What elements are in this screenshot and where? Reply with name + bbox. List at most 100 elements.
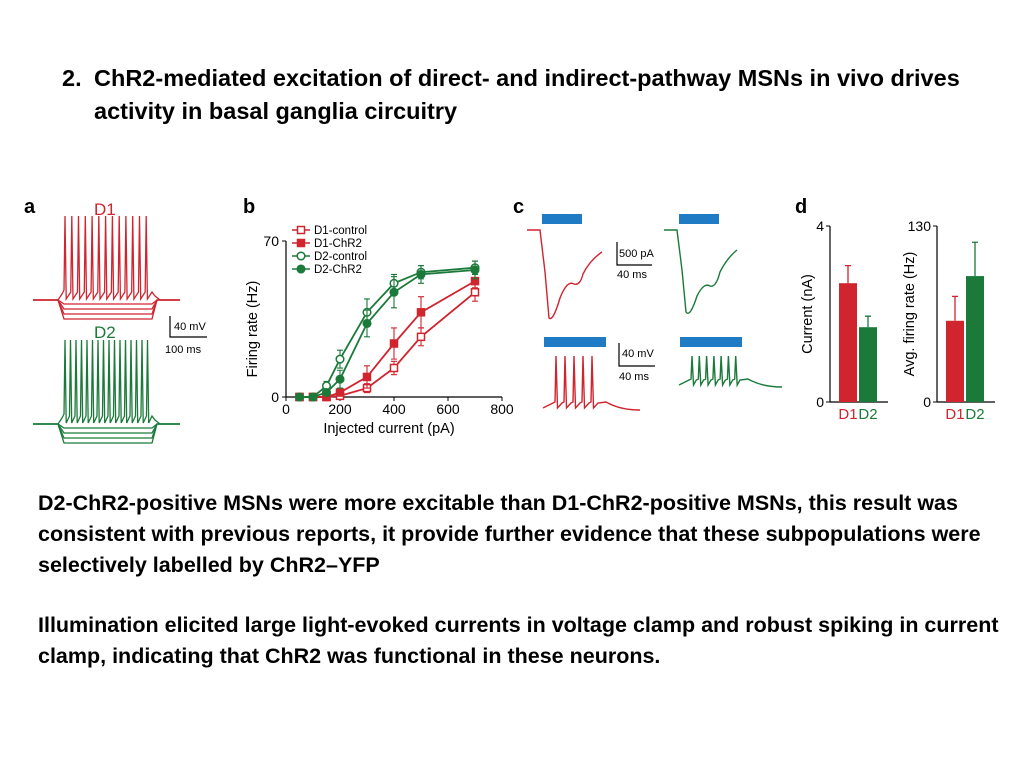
b-series-line xyxy=(299,269,476,398)
b-data-point xyxy=(335,388,345,397)
panel-a-scale-t: 100 ms xyxy=(165,344,202,356)
d-current-error-bar xyxy=(845,264,851,284)
panel-a-label-d2: D2 xyxy=(94,323,116,342)
b-legend-marker xyxy=(296,251,306,261)
d-firing-category-label: D1 xyxy=(945,406,964,423)
d-current-bar-d2 xyxy=(859,327,877,402)
b-legend-label: D2-control xyxy=(314,251,367,263)
panel-c-scale-bar-1 xyxy=(616,242,652,266)
b-x-axis-label: Injected current (pA) xyxy=(323,421,454,437)
panel-c: c 500 pA 40 ms 40 mV 40 ms xyxy=(513,196,783,411)
b-y-axis-label: Firing rate (Hz) xyxy=(245,281,261,378)
paragraph-illumination: Illumination elicited large light-evoked… xyxy=(38,613,999,668)
b-series-line xyxy=(299,280,476,398)
panel-c-scale-t1: 40 ms xyxy=(617,269,647,281)
d2-light-evoked-spikes xyxy=(678,355,783,388)
b-y-tick-label: 0 xyxy=(271,389,279,405)
d2-trace-spiking xyxy=(33,339,180,425)
d1-light-evoked-current xyxy=(527,229,603,320)
b-data-point xyxy=(362,372,372,382)
b-data-point xyxy=(321,387,332,398)
d2-light-evoked-current xyxy=(664,229,738,314)
panel-c-scale-v: 40 mV xyxy=(622,348,654,360)
d-firing-error-bar xyxy=(972,241,978,277)
d-current-bar-d1 xyxy=(839,283,857,402)
d-firing-error-bar xyxy=(952,295,958,321)
b-series-line xyxy=(299,266,476,398)
d-current-category-label: D1 xyxy=(838,406,857,423)
panel-c-scale-i: 500 pA xyxy=(619,248,655,260)
b-data-point xyxy=(362,318,372,329)
b-x-tick-label: 400 xyxy=(382,401,406,417)
d-current-y-tick-label: 4 xyxy=(816,218,824,234)
b-data-point xyxy=(470,265,480,275)
current-clamp-and-voltage-clamp-traces xyxy=(527,229,783,411)
panel-a-scale-v: 40 mV xyxy=(174,321,206,333)
light-pulse-d2-vc xyxy=(679,214,719,224)
b-data-point xyxy=(416,308,426,317)
d2-voltage-traces xyxy=(33,339,180,444)
b-x-tick-label: 600 xyxy=(436,401,460,417)
title-number: 2. xyxy=(62,65,82,91)
panel-c-scale-t2: 40 ms xyxy=(619,371,649,383)
d-current-y-axis-label: Current (nA) xyxy=(800,274,816,354)
d-firing-y-tick-label: 0 xyxy=(923,394,931,410)
b-x-tick-label: 200 xyxy=(328,401,352,417)
panel-b-letter: b xyxy=(243,196,255,218)
b-series-d2-control xyxy=(294,260,480,402)
d-firing-y-axis-label: Avg. firing rate (Hz) xyxy=(902,252,918,377)
panel-a-letter: a xyxy=(24,196,36,218)
b-data-point xyxy=(294,392,305,402)
b-data-point xyxy=(470,288,480,297)
b-data-point xyxy=(416,269,426,279)
b-legend-marker xyxy=(296,264,306,274)
d1-light-evoked-spikes xyxy=(542,355,641,411)
b-data-point xyxy=(335,374,345,384)
panel-a-scale-bar xyxy=(169,316,207,338)
b-data-point xyxy=(389,287,399,297)
d-firing-bar-d2 xyxy=(966,276,984,402)
panel-c-letter: c xyxy=(513,196,524,218)
panel-d-current-chart: 0 4 D1 D2 Current (nA) xyxy=(800,218,888,423)
panel-b-chart: 0 200 400 600 800 0 70 Injected current (pA) Fir… xyxy=(245,225,514,437)
light-pulse-d1-cc xyxy=(544,337,606,347)
b-legend-label: D1-ChR2 xyxy=(314,238,362,250)
b-legend-marker xyxy=(296,225,306,235)
b-legend-label: D1-control xyxy=(314,225,367,237)
panel-d-letter: d xyxy=(795,196,807,218)
d-current-error-bar xyxy=(865,315,871,328)
b-data-point xyxy=(389,363,399,373)
d-firing-y-tick-label: 130 xyxy=(908,218,932,234)
figure: a D1 D2 40 mV 100 ms b 0 200 400 600 800070I… xyxy=(24,196,995,444)
b-series-d2-chr2 xyxy=(294,260,480,402)
d2-trace-subthreshold-2 xyxy=(33,423,180,439)
b-legend-label: D2-ChR2 xyxy=(314,264,362,276)
panel-d-firing-chart: 0 130 D1 D2 Avg. firing rate (Hz) xyxy=(902,218,995,423)
b-x-tick-label: 0 xyxy=(282,401,290,417)
b-series-d1-chr2 xyxy=(295,273,480,402)
title-text: ChR2-mediated excitation of direct- and … xyxy=(94,65,960,124)
d-firing-category-label: D2 xyxy=(965,406,984,423)
light-pulse-d1-vc xyxy=(542,214,582,224)
light-pulse-d2-cc xyxy=(680,337,742,347)
b-legend-marker xyxy=(296,238,306,248)
slide-title: 2. ChR2-mediated excitation of direct- a… xyxy=(62,62,1002,128)
b-x-tick-label: 800 xyxy=(490,401,514,417)
b-y-tick-label: 70 xyxy=(263,233,279,249)
d-firing-bar-d1 xyxy=(946,320,964,402)
d1-trace-subthreshold-2 xyxy=(33,299,180,315)
panel-b: b 0 200 400 600 800 0 70 Injected current (pA) F… xyxy=(243,196,514,437)
b-data-point xyxy=(389,339,399,348)
panel-a-label-d1: D1 xyxy=(94,200,116,219)
d1-trace-spiking xyxy=(33,215,180,302)
d-current-y-tick-label: 0 xyxy=(816,394,824,410)
panel-c-scale-bar-2 xyxy=(618,343,655,367)
b-data-point xyxy=(416,332,426,342)
b-data-point xyxy=(335,354,345,364)
d1-voltage-traces xyxy=(33,215,180,320)
d-current-category-label: D2 xyxy=(858,406,877,423)
paragraph-excitability: D2-ChR2-positive MSNs were more excitabl… xyxy=(38,491,981,577)
panel-a: a D1 D2 40 mV 100 ms xyxy=(24,196,207,444)
b-data-point xyxy=(308,392,318,402)
